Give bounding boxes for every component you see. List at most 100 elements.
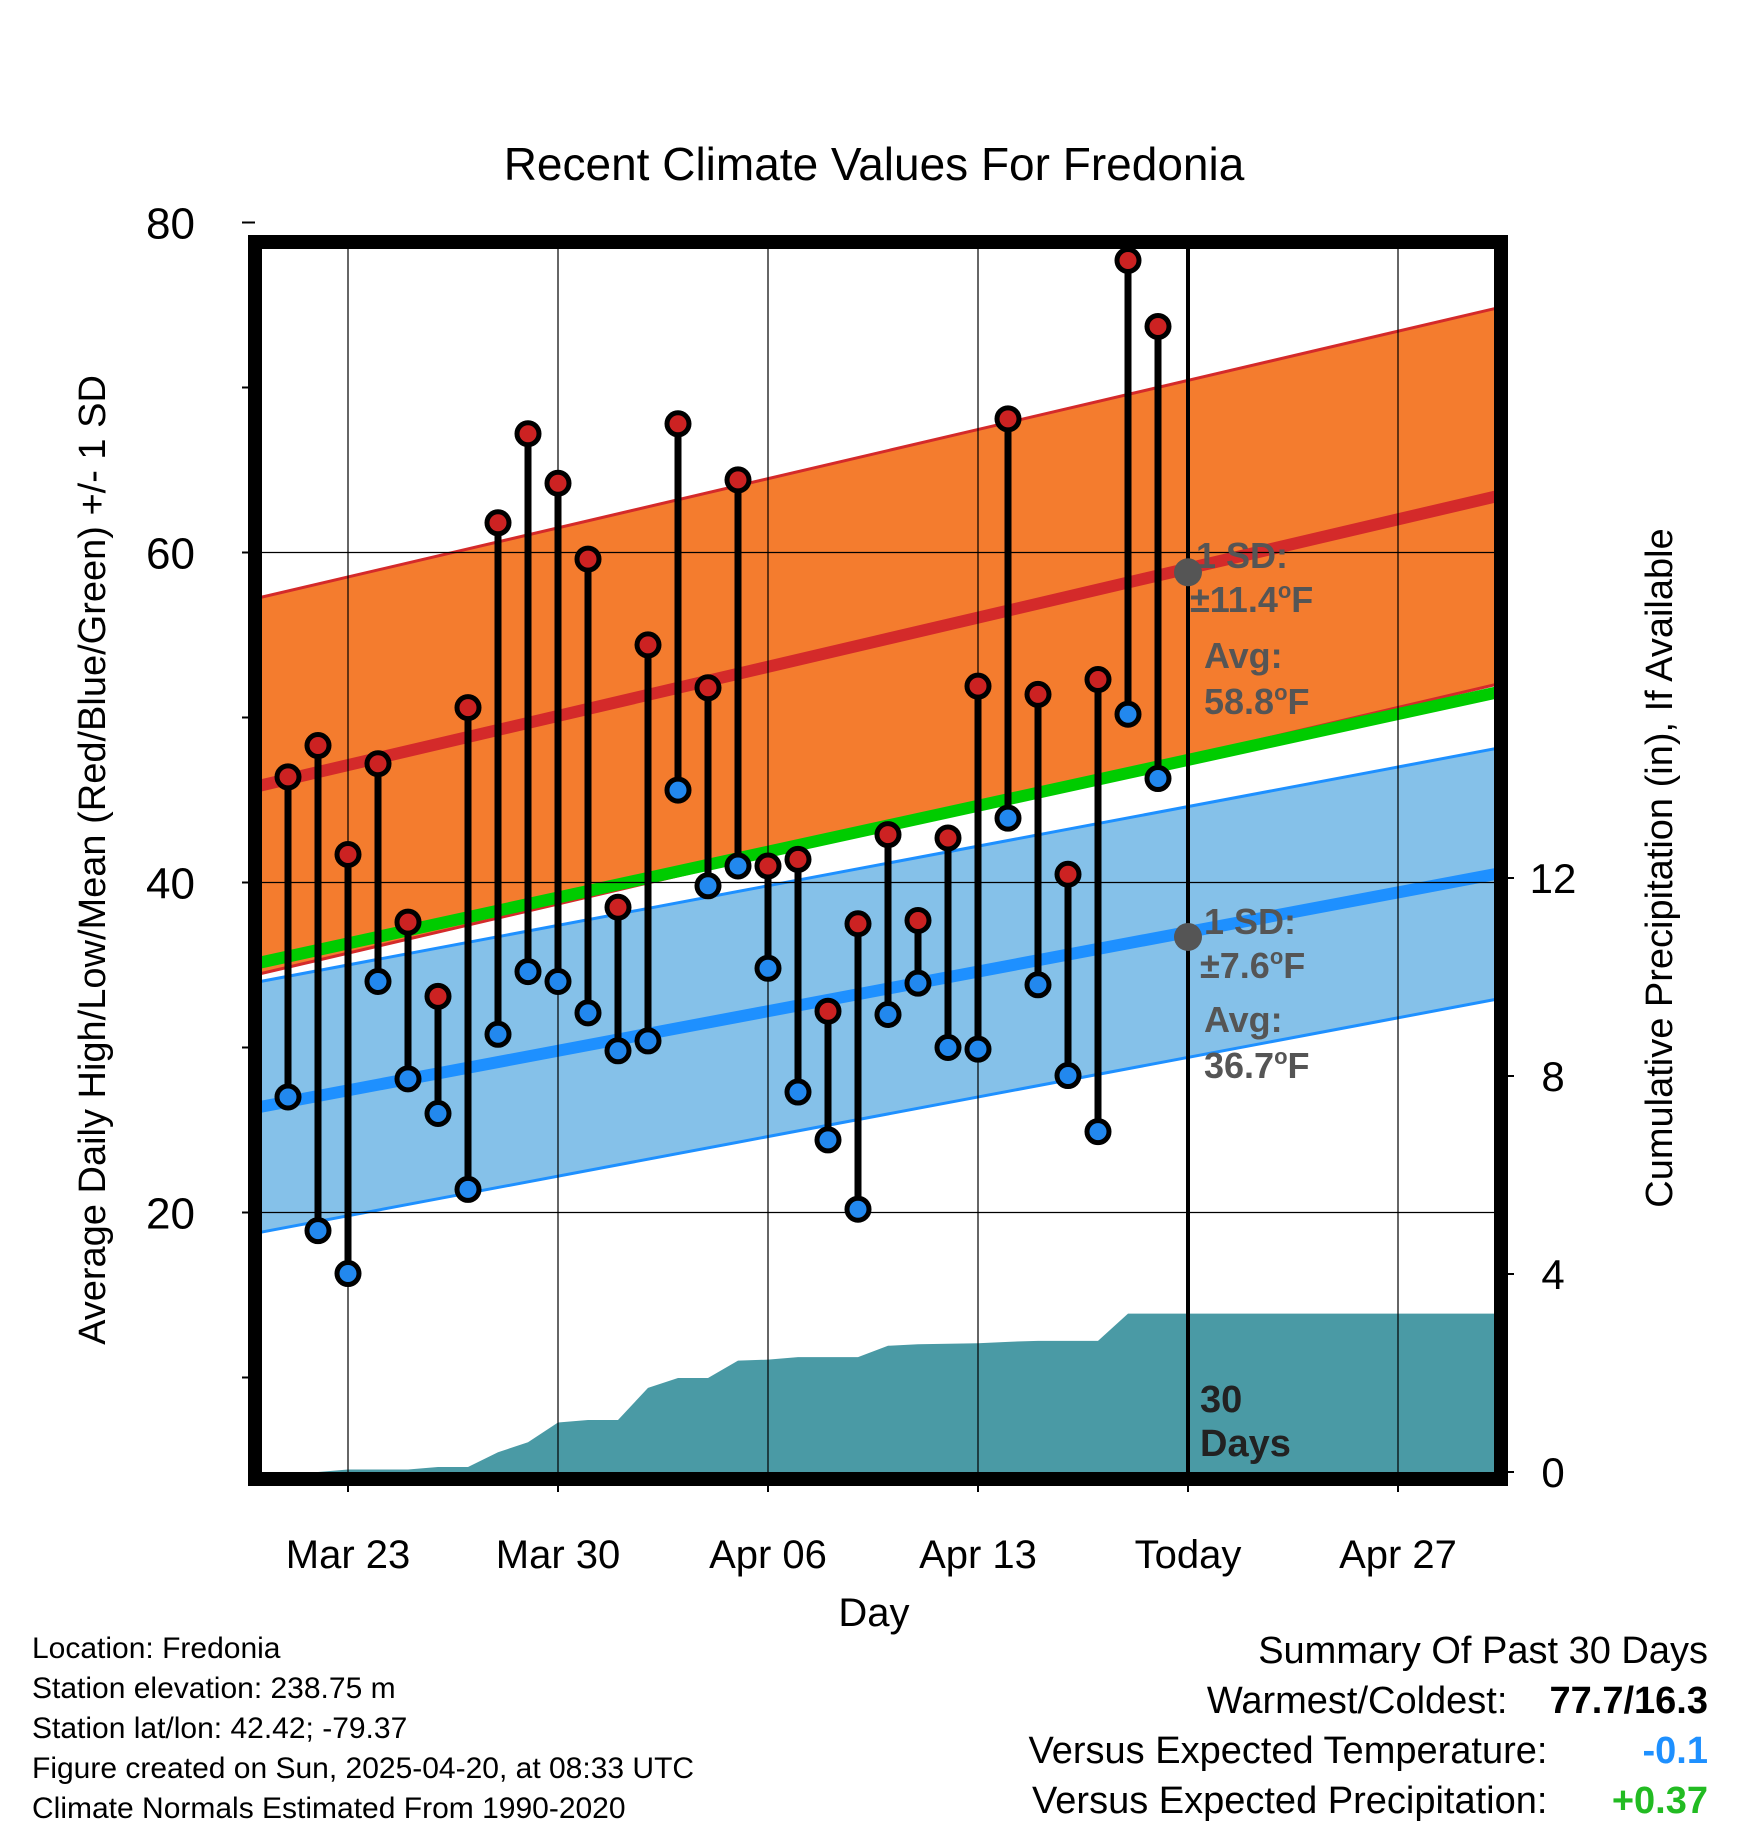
low-point [274, 1083, 302, 1111]
high-point [574, 545, 602, 573]
today-low-normal-point [1174, 922, 1202, 951]
x-tick-label: Apr 27 [1339, 1533, 1457, 1577]
y2-tick-label: 8 [1541, 1053, 1564, 1100]
summary-precip-label: Versus Expected Precipitation: [1032, 1780, 1548, 1822]
high-point [274, 763, 302, 791]
low-point [544, 968, 572, 995]
footer-normals: Climate Normals Estimated From 1990-2020 [32, 1792, 626, 1825]
low-avg-label: Avg: [1204, 999, 1283, 1040]
high-point [964, 672, 992, 700]
precip-area [262, 1313, 1494, 1472]
high-point [754, 852, 782, 880]
high-sd-label: 1 SD: [1196, 535, 1288, 576]
low-point [604, 1037, 632, 1065]
y-axis-label: Average Daily High/Low/Mean (Red/Blue/Gr… [72, 375, 114, 1345]
low-point [484, 1020, 512, 1048]
low-point [394, 1065, 422, 1093]
low-band-upper-edge [262, 747, 1494, 983]
y2-tick-label: 4 [1541, 1251, 1564, 1298]
high-point [844, 910, 872, 938]
high-avg-value: 58.8oF [1204, 680, 1310, 722]
low-point [1144, 765, 1172, 793]
y2-tick-label: 0 [1541, 1449, 1564, 1496]
high-sd-value: ±11.4oF [1190, 578, 1313, 620]
x-axis-label: Day [838, 1591, 909, 1635]
axes: 20 40 60 80 0 4 8 12 Mar 23 Mar 30 Apr 06 Apr 13 Tod… [146, 200, 1576, 1578]
high-point [424, 982, 452, 1010]
low-point [1084, 1118, 1112, 1146]
summary-precip: Versus Expected Precipitation: +0.37 [1032, 1780, 1708, 1823]
low-band-lower-edge [262, 998, 1494, 1234]
low-point [874, 1001, 902, 1028]
high-point [1084, 666, 1112, 694]
low-point [784, 1078, 812, 1106]
summary-warmest: Warmest/Coldest: 77.7/16.3 [1207, 1680, 1708, 1723]
low-point [1024, 971, 1052, 999]
high-point [1054, 860, 1082, 888]
high-point [394, 908, 422, 936]
high-band-upper-edge [262, 307, 1494, 599]
x-tick-label: Apr 06 [709, 1533, 827, 1577]
high-point [934, 824, 962, 852]
low-normal-line [262, 868, 1494, 1113]
low-point [694, 872, 722, 900]
chart-title: Recent Climate Values For Fredonia [504, 138, 1245, 190]
low-point [934, 1034, 962, 1061]
low-point [334, 1260, 362, 1288]
footer-latlon: Station lat/lon: 42.42; -79.37 [32, 1712, 408, 1745]
low-sd-value: ±7.6oF [1200, 944, 1305, 986]
x-tick-label: Mar 30 [496, 1533, 621, 1577]
y-tick-label: 20 [146, 1190, 195, 1239]
low-point [454, 1175, 482, 1203]
summary-temp: Versus Expected Temperature: -0.1 [1029, 1730, 1708, 1773]
high-point [604, 893, 632, 921]
low-point [664, 776, 692, 804]
low-point [844, 1195, 872, 1223]
footer-created: Figure created on Sun, 2025-04-20, at 08… [32, 1752, 695, 1785]
high-point [724, 466, 752, 494]
low-avg-value: 36.7oF [1204, 1044, 1310, 1086]
high-point [634, 631, 662, 659]
low-point [634, 1027, 662, 1055]
days-label-number: 30 [1200, 1379, 1242, 1421]
high-point [1024, 680, 1052, 708]
summary-warmest-label: Warmest/Coldest: [1206, 1680, 1508, 1722]
low-point [754, 954, 782, 982]
x-tick-label: Mar 23 [286, 1533, 411, 1577]
summary-temp-label: Versus Expected Temperature: [1028, 1730, 1548, 1772]
low-sd-label: 1 SD: [1204, 901, 1296, 942]
low-point [724, 852, 752, 880]
y2-axis-label: Cumulative Precipitation (in), If Availa… [1639, 528, 1681, 1207]
low-point [994, 804, 1022, 832]
mean-normal-line [262, 686, 1494, 969]
high-point [304, 732, 332, 760]
low-point [424, 1100, 452, 1127]
low-point [364, 968, 392, 995]
today-high-normal-point [1174, 558, 1202, 587]
low-point [514, 958, 542, 986]
high-point [994, 405, 1022, 433]
y2-tick-label: 12 [1530, 855, 1577, 902]
high-point [484, 509, 512, 537]
low-point [964, 1035, 992, 1063]
footer-elevation: Station elevation: 238.75 m [32, 1672, 396, 1705]
plot-area [262, 249, 1494, 1472]
summary-title: Summary Of Past 30 Days [1258, 1630, 1708, 1672]
high-point [814, 997, 842, 1025]
high-point [514, 420, 542, 448]
high-point [784, 845, 812, 873]
y-tick-label: 80 [146, 200, 195, 249]
summary-precip-value: +0.37 [1611, 1780, 1708, 1822]
high-avg-label: Avg: [1204, 635, 1283, 676]
plot-frame [248, 235, 1508, 1486]
summary-warmest-value: 77.7/16.3 [1549, 1680, 1708, 1722]
low-point [1054, 1062, 1082, 1090]
y-tick-label: 40 [146, 860, 195, 909]
high-point [664, 410, 692, 438]
x-tick-label: Today [1135, 1533, 1242, 1577]
high-point [454, 694, 482, 722]
low-point [1114, 700, 1142, 728]
high-point [544, 469, 572, 497]
